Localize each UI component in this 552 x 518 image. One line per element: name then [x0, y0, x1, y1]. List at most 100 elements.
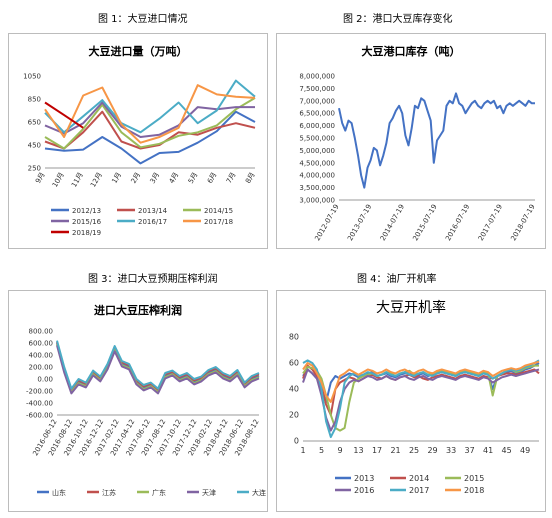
x-tick-label: 7月 — [225, 171, 238, 185]
x-tick-label: 25 — [409, 446, 419, 455]
series-line — [302, 364, 539, 432]
x-tick-label: 2014-07-19 — [379, 203, 406, 242]
y-tick-label: 4,500,000 — [299, 159, 335, 167]
series-line — [44, 110, 256, 150]
legend-label: 2016/17 — [138, 218, 167, 226]
y-tick-label: 400.00 — [29, 352, 54, 360]
x-tick-label: 45 — [502, 446, 512, 455]
x-tick-label: 1月 — [110, 171, 123, 185]
soybean-import-chart: 大豆进口量（万吨） 1050 850 650 450 250 9月 10月 11月 12月 1月 2… — [8, 33, 268, 249]
x-tick-label: 2018-07-19 — [509, 203, 536, 242]
x-tick-label: 2012-07-19 — [313, 203, 340, 242]
x-tick-label: 2016-07-19 — [444, 203, 471, 242]
operating-rate-plot: 80 60 40 20 01 5 9 13 17 21 25 29 33 37 41 45 49 2013 2014… — [289, 333, 540, 495]
y-tick-label: 650 — [28, 119, 41, 127]
x-tick-label: 5 — [319, 446, 324, 455]
x-tick-label: 11月 — [70, 171, 85, 189]
crush-margin-chart: 进口大豆压榨利润 800.00 600.00 400.00 200.00 0.00 -20… — [8, 290, 268, 512]
series-line — [56, 345, 260, 395]
x-tick-label: 2015-07-19 — [411, 203, 438, 242]
x-tick-label: 8月 — [244, 171, 257, 185]
figure-4-caption: 图 4：油厂开机率 — [357, 274, 437, 285]
legend-label: 广东 — [152, 488, 166, 497]
y-tick-label: 3,500,000 — [299, 184, 335, 192]
legend-label: 2015/16 — [72, 218, 102, 226]
x-tick-label: 2月 — [130, 171, 143, 185]
y-tick-label: 1050 — [23, 73, 41, 81]
legend-label: 2015 — [464, 474, 484, 483]
inventory-plot: 8,000,000 7,500,000 7,000,000 6,500,000 6,00… — [299, 73, 536, 243]
x-tick-label: 9月 — [34, 171, 47, 185]
x-tick-label: 49 — [520, 446, 530, 455]
y-tick-label: 6,000,000 — [299, 122, 335, 130]
port-inventory-chart: 大豆港口库存（吨） 8,000,000 7,500,000 7,000,000 6,5… — [276, 33, 546, 249]
chart-title: 大豆港口库存（吨） — [361, 45, 461, 58]
figure-3-caption: 图 3：进口大豆预期压榨利润 — [88, 274, 218, 285]
legend-label: 大连 — [252, 488, 266, 497]
y-tick-label: 5,000,000 — [299, 147, 335, 155]
y-tick-label: 40 — [289, 385, 299, 394]
legend-label: 2016 — [354, 486, 374, 495]
x-tick-label: 5月 — [187, 171, 200, 185]
y-tick-label: 850 — [28, 96, 41, 104]
y-tick-label: 5,500,000 — [299, 135, 335, 143]
y-tick-label: 8,000,000 — [299, 73, 335, 81]
x-tick-label: 4月 — [168, 171, 181, 185]
y-tick-label: -600.00 — [26, 412, 53, 420]
y-tick-label: 80 — [289, 333, 299, 342]
operating-rate-chart: 大豆开机率 80 60 40 20 0 1 5 9 13 17 21 25 29 33 37 41 45 49 20… — [276, 290, 546, 512]
legend-label: 2017/18 — [204, 218, 233, 226]
y-tick-label: 0.00 — [37, 376, 53, 384]
y-tick-label: 7,000,000 — [299, 97, 335, 105]
x-tick-label: 17 — [372, 446, 382, 455]
x-tick-label: 3月 — [149, 171, 162, 185]
legend-label: 2017 — [409, 486, 429, 495]
x-tick-label: 2013-07-19 — [346, 203, 373, 242]
y-tick-label: 0 — [294, 437, 299, 446]
y-tick-label: 450 — [28, 142, 41, 150]
legend-label: 2012/13 — [72, 207, 101, 215]
margin-plot: 800.00 600.00 400.00 200.00 0.00 -200.00 -400.… — [26, 328, 266, 498]
legend-label: 2018 — [464, 486, 484, 495]
legend-label: 江苏 — [102, 488, 116, 497]
series-line — [44, 101, 84, 129]
x-tick-label: 29 — [427, 446, 437, 455]
y-tick-label: 4,000,000 — [299, 172, 335, 180]
y-tick-label: 7,500,000 — [299, 85, 335, 93]
y-tick-label: -200.00 — [26, 388, 53, 396]
series-line — [338, 92, 535, 189]
y-tick-label: -400.00 — [26, 400, 53, 408]
y-tick-label: 20 — [289, 411, 299, 420]
legend-label: 2013/14 — [138, 207, 168, 215]
series-line — [44, 84, 256, 144]
x-tick-label: 12月 — [89, 171, 104, 189]
figure-1-caption: 图 1：大豆进口情况 — [98, 14, 188, 25]
x-tick-label: 21 — [390, 446, 400, 455]
y-tick-label: 250 — [28, 165, 41, 173]
legend-label: 2014/15 — [204, 207, 233, 215]
y-tick-label: 600.00 — [29, 340, 54, 348]
series-line — [44, 79, 256, 134]
series-line — [302, 359, 540, 439]
figure-2-caption: 图 2：港口大豆库存变化 — [343, 14, 453, 25]
y-tick-label: 200.00 — [29, 364, 54, 372]
chart-title: 大豆进口量（万吨） — [88, 45, 188, 58]
y-tick-label: 60 — [289, 359, 299, 368]
x-tick-label: 2017-07-19 — [477, 203, 504, 242]
x-tick-label: 37 — [464, 446, 474, 455]
legend-label: 2014 — [409, 474, 429, 483]
legend-label: 2018/19 — [72, 229, 101, 237]
x-tick-label: 13 — [353, 446, 363, 455]
legend-label: 天津 — [202, 489, 216, 497]
y-tick-label: 6,500,000 — [299, 110, 335, 118]
legend-label: 2013 — [354, 474, 374, 483]
x-tick-label: 10月 — [51, 171, 66, 189]
y-tick-label: 3,000,000 — [299, 197, 335, 205]
x-tick-label: 1 — [300, 446, 305, 455]
chart-title: 大豆开机率 — [376, 300, 446, 316]
x-tick-label: 9 — [337, 446, 342, 455]
chart-title: 进口大豆压榨利润 — [94, 304, 182, 317]
legend-label: 山东 — [52, 488, 66, 497]
x-tick-label: 33 — [446, 446, 456, 455]
